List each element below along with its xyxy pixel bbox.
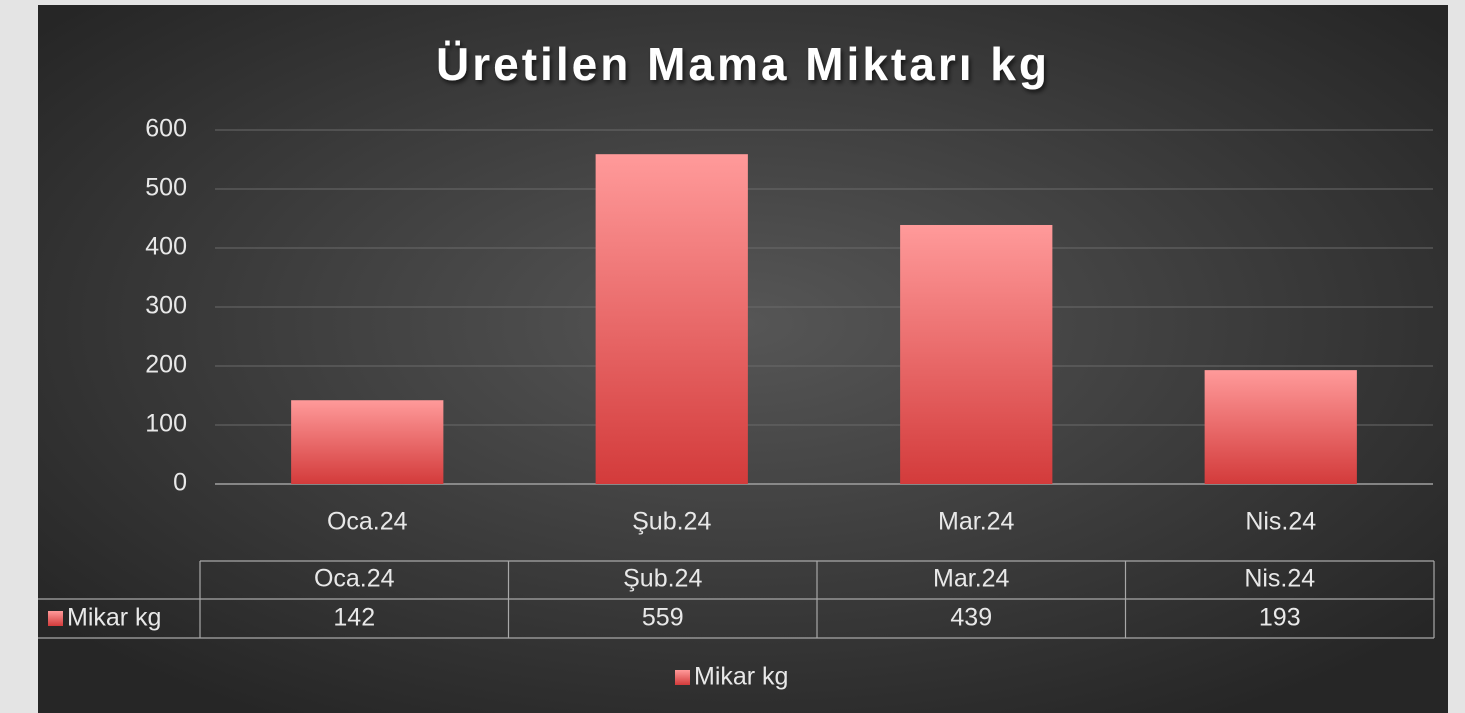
y-tick-label: 300 <box>145 292 187 320</box>
y-tick-label: 600 <box>145 115 187 143</box>
x-tick-label: Nis.24 <box>1245 508 1316 536</box>
chart: Üretilen Mama Miktarı kg 0 100 200 300 400 50… <box>0 0 1465 713</box>
legend-label: Mikar kg <box>694 663 788 691</box>
y-tick-label: 100 <box>145 410 187 438</box>
y-tick-label: 500 <box>145 174 187 202</box>
x-tick-label: Mar.24 <box>938 508 1015 536</box>
y-tick-label: 0 <box>173 469 187 497</box>
table-header: Mar.24 <box>933 565 1010 593</box>
table-header: Oca.24 <box>314 565 395 593</box>
table-value: 439 <box>950 604 992 632</box>
bar <box>596 154 748 484</box>
y-tick-label: 200 <box>145 351 187 379</box>
table-legend-key <box>48 611 63 626</box>
table-header: Şub.24 <box>623 565 702 593</box>
bar <box>900 225 1052 484</box>
table-value: 559 <box>642 604 684 632</box>
y-tick-label: 400 <box>145 233 187 261</box>
chart-title: Üretilen Mama Miktarı kg <box>436 38 1050 90</box>
bar <box>1205 370 1357 484</box>
x-tick-label: Oca.24 <box>327 508 408 536</box>
table-value: 142 <box>333 604 375 632</box>
bar <box>291 400 443 484</box>
table-value: 193 <box>1259 604 1301 632</box>
legend-key <box>675 670 690 685</box>
x-tick-label: Şub.24 <box>632 508 711 536</box>
table-header: Nis.24 <box>1244 565 1315 593</box>
table-row-label: Mikar kg <box>67 604 161 632</box>
